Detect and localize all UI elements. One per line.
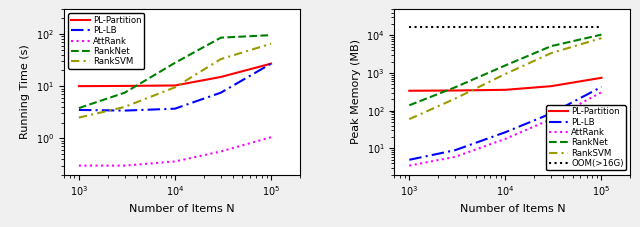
PL-Partition xyxy=(547,85,555,88)
AttRank xyxy=(217,150,225,153)
PL-LB xyxy=(502,131,509,133)
AttRank xyxy=(75,164,83,167)
PL-LB xyxy=(406,158,413,161)
Line: PL-LB: PL-LB xyxy=(410,87,602,160)
RankSVM xyxy=(121,106,129,108)
RankSVM xyxy=(268,42,275,45)
OOM(>16G) xyxy=(547,26,555,29)
AttRank xyxy=(406,164,413,167)
RankSVM xyxy=(217,58,225,60)
RankSVM xyxy=(406,118,413,121)
Legend: PL-Partition, PL-LB, AttRank, RankNet, RankSVM, OOM(>16G): PL-Partition, PL-LB, AttRank, RankNet, R… xyxy=(546,105,626,170)
PL-Partition xyxy=(121,85,129,87)
PL-LB xyxy=(217,91,225,94)
PL-Partition xyxy=(598,76,605,79)
PL-LB xyxy=(547,112,555,115)
PL-LB xyxy=(121,109,129,112)
PL-Partition xyxy=(268,62,275,65)
RankNet xyxy=(547,45,555,47)
Line: RankNet: RankNet xyxy=(410,35,602,105)
Y-axis label: Peak Memory (MB): Peak Memory (MB) xyxy=(351,39,361,144)
RankNet xyxy=(268,34,275,37)
PL-Partition xyxy=(171,84,179,87)
AttRank xyxy=(268,136,275,138)
RankSVM xyxy=(171,86,179,89)
PL-LB xyxy=(268,62,275,65)
AttRank xyxy=(451,155,459,158)
AttRank xyxy=(598,91,605,94)
Line: RankNet: RankNet xyxy=(79,35,271,108)
OOM(>16G) xyxy=(406,26,413,29)
RankNet xyxy=(121,91,129,94)
RankNet xyxy=(75,107,83,109)
AttRank xyxy=(502,138,509,140)
PL-Partition xyxy=(502,89,509,91)
X-axis label: Number of Items N: Number of Items N xyxy=(129,204,235,214)
Line: AttRank: AttRank xyxy=(410,92,602,166)
RankSVM xyxy=(598,37,605,39)
AttRank xyxy=(121,164,129,167)
AttRank xyxy=(171,160,179,163)
AttRank xyxy=(547,118,555,121)
RankNet xyxy=(217,36,225,39)
RankNet xyxy=(406,104,413,107)
PL-LB xyxy=(171,107,179,110)
RankNet xyxy=(171,62,179,64)
Y-axis label: Running Time (s): Running Time (s) xyxy=(20,44,30,139)
PL-Partition xyxy=(217,76,225,78)
PL-Partition xyxy=(406,89,413,92)
RankSVM xyxy=(451,97,459,100)
Line: PL-LB: PL-LB xyxy=(79,64,271,111)
Line: AttRank: AttRank xyxy=(79,137,271,166)
Legend: PL-Partition, PL-LB, AttRank, RankNet, RankSVM: PL-Partition, PL-LB, AttRank, RankNet, R… xyxy=(68,13,145,69)
X-axis label: Number of Items N: Number of Items N xyxy=(460,204,565,214)
PL-Partition xyxy=(451,89,459,92)
RankNet xyxy=(502,64,509,67)
PL-LB xyxy=(598,86,605,88)
PL-Partition xyxy=(75,85,83,88)
OOM(>16G) xyxy=(502,26,509,29)
Line: PL-Partition: PL-Partition xyxy=(410,78,602,91)
Line: RankSVM: RankSVM xyxy=(79,44,271,118)
Line: RankSVM: RankSVM xyxy=(410,38,602,119)
OOM(>16G) xyxy=(451,26,459,29)
RankSVM xyxy=(547,52,555,54)
PL-LB xyxy=(75,109,83,111)
OOM(>16G) xyxy=(598,26,605,29)
RankNet xyxy=(598,33,605,36)
Line: PL-Partition: PL-Partition xyxy=(79,64,271,86)
PL-LB xyxy=(451,149,459,152)
RankNet xyxy=(451,86,459,89)
RankSVM xyxy=(75,116,83,119)
RankSVM xyxy=(502,73,509,75)
